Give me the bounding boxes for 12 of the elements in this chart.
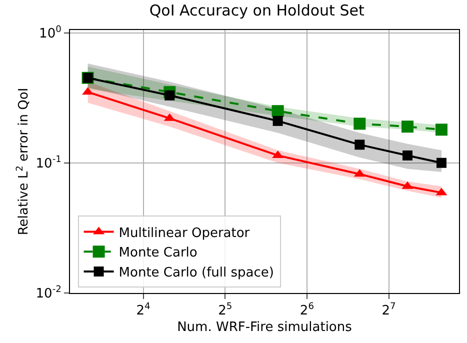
legend-label: Monte Carlo [118, 246, 198, 261]
y-tick-label: 10$^{-2}$ [36, 285, 62, 302]
legend-label: Multilinear Operator [118, 226, 250, 241]
x-axis-title: Num. WRF-Fire simulations [177, 320, 352, 336]
chart-title: QoI Accuracy on Holdout Set [149, 2, 364, 20]
x-tick-label: 2$^{4}$ [136, 302, 151, 319]
y-tick-label: 10$^{0}$ [39, 24, 62, 42]
y-tick-label: 10$^{-1}$ [36, 154, 62, 172]
x-tick-label: 2$^{7}$ [382, 302, 396, 319]
x-tick-label: 2$^{6}$ [300, 302, 314, 319]
legend-label: Monte Carlo (full space) [118, 266, 274, 281]
x-tick-label: 2$^{5}$ [218, 302, 232, 319]
